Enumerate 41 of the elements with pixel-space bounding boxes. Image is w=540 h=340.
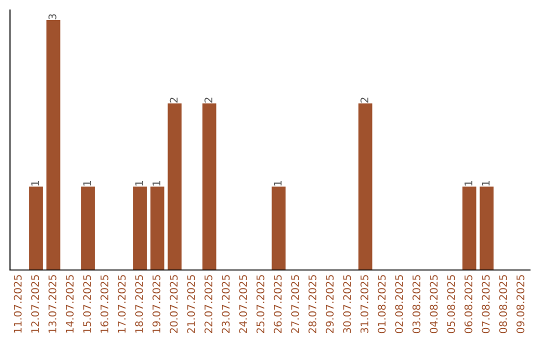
x-tick-label: 17.07.2025 [118,275,126,333]
data-label: 1 [482,181,490,186]
x-tick-label: 25.07.2025 [256,275,264,334]
x-tick-label: 11.07.2025 [14,275,22,333]
x-tick-label: 24.07.2025 [239,275,248,334]
x-tick-label: 20.07.2025 [170,275,178,334]
data-label: 1 [152,181,160,186]
data-label: 2 [204,98,212,103]
x-tick-label: 04.08.2025 [430,275,438,334]
x-tick-label: 14.07.2025 [66,275,74,333]
x-tick-label: 01.08.2025 [378,275,386,334]
data-label: 1 [83,181,91,186]
x-tick-label: 31.07.2025 [360,275,368,334]
x-tick-label: 26.07.2025 [274,275,282,334]
x-tick-label: 27.07.2025 [291,275,300,334]
x-tick-label: 07.08.2025 [482,275,490,334]
x-tick-label: 22.07.2025 [204,275,212,334]
data-label: 3 [48,14,56,20]
x-tick-label: 16.07.2025 [100,275,108,333]
x-tick-label: 08.08.2025 [499,275,508,334]
x-tick-label: 03.08.2025 [412,275,420,334]
x-tick-label: 13.07.2025 [48,275,56,333]
x-tick-label: 06.08.2025 [464,275,472,334]
x-tick-label: 21.07.2025 [187,275,196,334]
x-tick-label: 15.07.2025 [83,275,92,333]
data-label: 1 [274,181,282,186]
x-tick-label: 09.08.2025 [516,275,524,334]
x-tick-label: 12.07.2025 [31,275,40,333]
data-label: 2 [170,98,178,103]
x-tick-label: 05.08.2025 [447,275,456,334]
data-label: 1 [135,181,143,186]
x-tick-label: 19.07.2025 [152,275,160,333]
x-tick-label: 28.07.2025 [308,275,316,334]
data-label: 1 [31,181,39,186]
x-tick-label: 29.07.2025 [326,275,334,334]
data-label: 1 [464,181,472,186]
x-tick-label: 02.08.2025 [395,275,404,334]
data-label: 2 [360,98,368,103]
x-tick-label: 23.07.2025 [222,275,230,334]
x-tick-label: 30.07.2025 [343,275,352,334]
x-tick-label: 18.07.2025 [135,275,144,333]
